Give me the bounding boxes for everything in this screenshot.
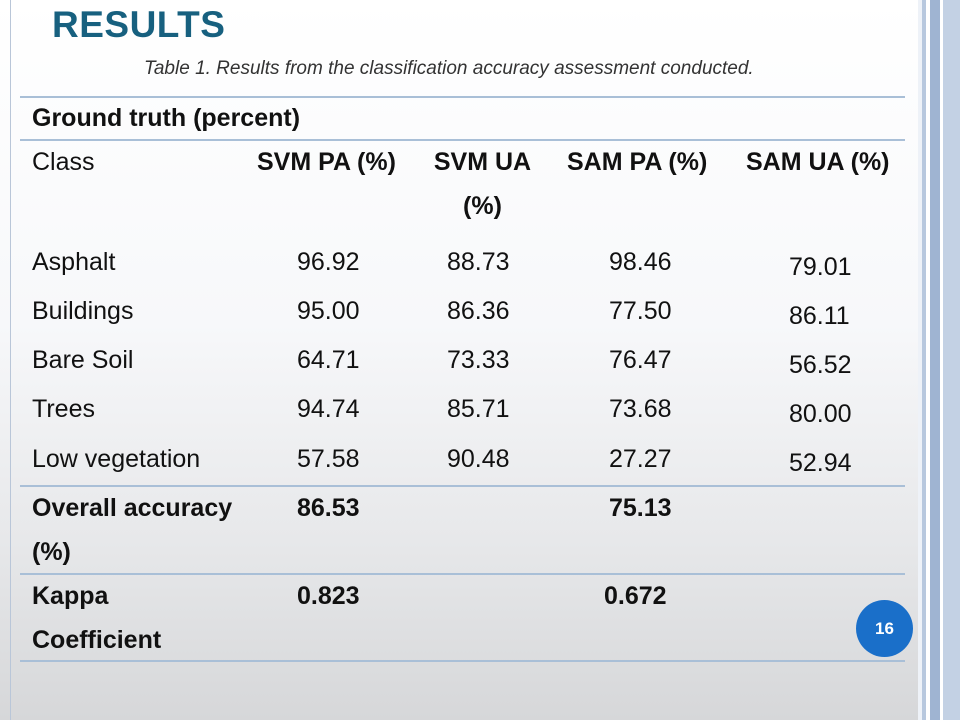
col-header-sam-pa: SAM PA (%) [567,148,708,176]
row-class: Buildings [32,297,134,325]
overall-accuracy-label: Overall accuracy [32,494,233,522]
overall-accuracy-unit: (%) [32,538,71,566]
row-svm-ua: 90.48 [447,445,510,473]
row-sam-pa: 73.68 [609,395,672,423]
col-header-svm-pa: SVM PA (%) [257,148,396,176]
col-header-svm-ua-unit: (%) [463,192,502,220]
kappa-sam: 0.672 [604,582,667,610]
row-svm-pa: 95.00 [297,297,360,325]
row-sam-ua: 86.11 [789,302,850,330]
ground-truth-header: Ground truth (percent) [32,104,301,132]
row-class: Asphalt [32,248,116,276]
row-sam-pa: 77.50 [609,297,672,325]
row-svm-pa: 96.92 [297,248,360,276]
col-header-sam-ua: SAM UA (%) [746,148,890,176]
row-sam-ua: 79.01 [789,253,852,281]
header-divider [20,139,905,141]
table-caption: Table 1. Results from the classification… [144,58,754,79]
overall-divider [20,485,905,487]
row-sam-ua: 56.52 [789,351,852,379]
row-svm-ua: 73.33 [447,346,510,374]
row-class: Trees [32,395,95,423]
page-number-badge: 16 [856,600,913,657]
col-header-class: Class [32,148,95,176]
slide-right-frame [918,0,960,720]
kappa-label-line2: Coefficient [32,626,162,654]
row-svm-pa: 94.74 [297,395,360,423]
row-sam-pa: 27.27 [609,445,672,473]
row-sam-ua: 80.00 [789,400,852,428]
overall-accuracy-sam: 75.13 [609,494,672,522]
row-class: Low vegetation [32,445,201,473]
kappa-svm: 0.823 [297,582,360,610]
row-svm-ua: 88.73 [447,248,510,276]
row-class: Bare Soil [32,346,134,374]
slide-title: RESULTS [52,4,226,45]
row-svm-pa: 57.58 [297,445,360,473]
table-bottom-rule [20,660,905,662]
overall-accuracy-svm: 86.53 [297,494,360,522]
slide-left-rule [10,0,11,720]
kappa-label: Kappa [32,582,109,610]
row-sam-pa: 98.46 [609,248,672,276]
row-svm-ua: 85.71 [447,395,510,423]
row-svm-ua: 86.36 [447,297,510,325]
col-header-svm-ua: SVM UA [433,148,532,176]
row-svm-pa: 64.71 [297,346,360,374]
kappa-divider [20,573,905,575]
table-top-rule [20,96,905,98]
row-sam-ua: 52.94 [789,449,852,477]
row-sam-pa: 76.47 [609,346,672,374]
